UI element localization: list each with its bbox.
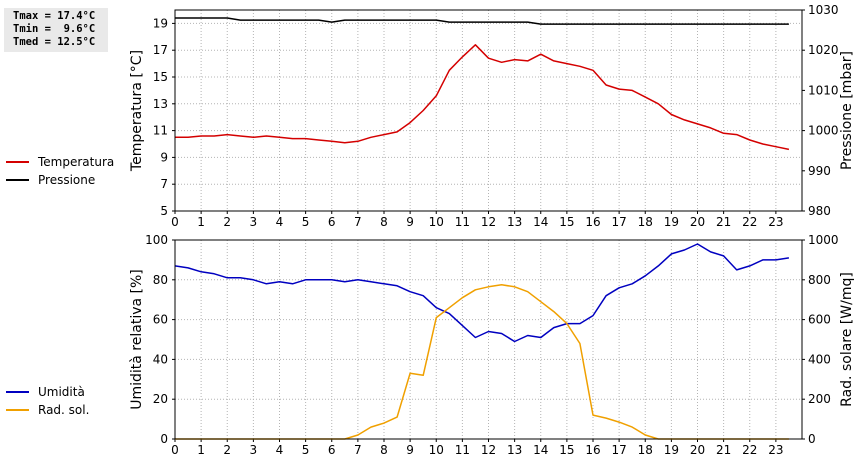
y2-tick-label: 200 xyxy=(808,392,831,406)
x-tick-label: 4 xyxy=(276,215,284,229)
x-tick-label: 5 xyxy=(302,443,310,457)
y-tick-label: 0 xyxy=(160,432,168,446)
y-tick-label: 60 xyxy=(153,313,168,327)
x-tick-label: 17 xyxy=(611,443,626,457)
series-umidit-line xyxy=(174,243,790,343)
tmax-text: Tmax = 17.4°C xyxy=(13,10,96,22)
x-tick-label: 16 xyxy=(585,215,600,229)
y2-tick-label: 400 xyxy=(808,352,831,366)
x-tick-label: 17 xyxy=(611,215,626,229)
y2-tick-label: 980 xyxy=(808,204,831,218)
x-tick-label: 13 xyxy=(507,443,522,457)
x-tick-label: 18 xyxy=(638,443,653,457)
y2-tick-label: 1000 xyxy=(808,233,839,247)
x-tick-label: 4 xyxy=(276,443,284,457)
y-tick-label: 80 xyxy=(153,273,168,287)
y2-tick-label: 1010 xyxy=(808,83,839,97)
x-tick-label: 2 xyxy=(223,443,231,457)
x-tick-label: 1 xyxy=(197,443,205,457)
x-tick-label: 0 xyxy=(171,215,179,229)
x-tick-label: 6 xyxy=(328,215,336,229)
x-tick-label: 20 xyxy=(690,443,705,457)
x-tick-label: 16 xyxy=(585,443,600,457)
stats-box: Tmax = 17.4°C Tmin = 9.6°C Tmed = 12.5°C xyxy=(4,8,108,52)
y-tick-label: 17 xyxy=(153,43,168,57)
series-pressione-line xyxy=(175,17,789,25)
x-tick-label: 10 xyxy=(429,443,444,457)
x-tick-label: 23 xyxy=(768,215,783,229)
x-tick-label: 10 xyxy=(429,215,444,229)
x-tick-label: 15 xyxy=(559,215,574,229)
x-tick-label: 14 xyxy=(533,215,548,229)
x-tick-label: 19 xyxy=(664,443,679,457)
x-tick-label: 22 xyxy=(742,215,757,229)
x-tick-label: 3 xyxy=(250,443,258,457)
y-axis-title: Temperatura [°C] xyxy=(129,50,145,172)
x-tick-label: 11 xyxy=(455,443,470,457)
x-tick-label: 19 xyxy=(664,215,679,229)
y2-tick-label: 0 xyxy=(808,432,816,446)
y-tick-label: 19 xyxy=(153,16,168,30)
x-tick-label: 3 xyxy=(250,215,258,229)
x-tick-label: 9 xyxy=(406,443,414,457)
x-tick-label: 8 xyxy=(380,443,388,457)
temperature-pressure-chart: 0 1 2 3 4 5 6 7 8 9 10 11 12 13 14 15 16 17 18 19 20 21 22 2357… xyxy=(6,3,855,229)
y-tick-label: 40 xyxy=(153,352,168,366)
x-tick-label: 18 xyxy=(638,215,653,229)
y2-tick-label: 1030 xyxy=(808,3,839,17)
legend-temperatura-label: Temperatura xyxy=(37,155,114,169)
y2-tick-label: 1020 xyxy=(808,43,839,57)
x-tick-label: 7 xyxy=(354,215,362,229)
tmed-text: Tmed = 12.5°C xyxy=(13,36,96,48)
y2-tick-label: 990 xyxy=(808,164,831,178)
y2-tick-label: 1000 xyxy=(808,124,839,138)
series-rad-sol-line xyxy=(175,284,789,440)
x-tick-label: 12 xyxy=(481,215,496,229)
x-tick-label: 5 xyxy=(302,215,310,229)
y-tick-label: 5 xyxy=(160,204,168,218)
x-tick-label: 20 xyxy=(690,215,705,229)
x-tick-label: 13 xyxy=(507,215,522,229)
y-tick-label: 15 xyxy=(153,70,168,84)
x-tick-label: 14 xyxy=(533,443,548,457)
y-tick-label: 9 xyxy=(160,150,168,164)
y-tick-label: 100 xyxy=(145,233,168,247)
x-tick-label: 12 xyxy=(481,443,496,457)
y-tick-label: 13 xyxy=(153,97,168,111)
x-tick-label: 7 xyxy=(354,443,362,457)
x-tick-label: 21 xyxy=(716,215,731,229)
y2-axis-title: Pressione [mbar] xyxy=(839,51,855,170)
y-tick-label: 20 xyxy=(153,392,168,406)
y2-tick-label: 600 xyxy=(808,313,831,327)
x-tick-label: 1 xyxy=(197,215,205,229)
x-tick-label: 11 xyxy=(455,215,470,229)
y-tick-label: 11 xyxy=(153,124,168,138)
y2-tick-label: 800 xyxy=(808,273,831,287)
x-tick-label: 23 xyxy=(768,443,783,457)
y-tick-label: 7 xyxy=(160,177,168,191)
tmin-text: Tmin = 9.6°C xyxy=(13,23,96,35)
y-axis-title: Umidità relativa [%] xyxy=(129,269,145,410)
x-tick-label: 9 xyxy=(406,215,414,229)
humidity-radiation-chart: 0 1 2 3 4 5 6 7 8 9 10 11 12 13 14 15 16 17 18 19 20 21 22 2302… xyxy=(6,233,855,457)
legend-rad-sol-label: Rad. sol. xyxy=(38,403,89,417)
x-tick-label: 0 xyxy=(171,443,179,457)
plot-frame xyxy=(174,9,803,212)
legend-pressione-label: Pressione xyxy=(38,173,95,187)
x-tick-label: 22 xyxy=(742,443,757,457)
x-tick-label: 6 xyxy=(328,443,336,457)
x-tick-label: 15 xyxy=(559,443,574,457)
x-tick-label: 8 xyxy=(380,215,388,229)
legend-umidit-label: Umidità xyxy=(38,385,85,399)
plot-frame xyxy=(174,239,803,440)
x-tick-label: 2 xyxy=(223,215,231,229)
series-temperatura-line xyxy=(175,44,790,151)
x-tick-label: 21 xyxy=(716,443,731,457)
y2-axis-title: Rad. solare [W/mq] xyxy=(839,272,855,407)
